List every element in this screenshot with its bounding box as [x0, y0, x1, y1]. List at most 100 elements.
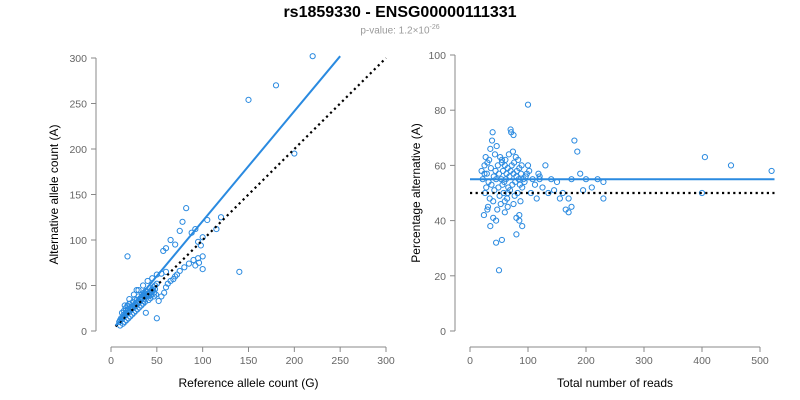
left-data-point	[150, 293, 158, 300]
right-data-point	[533, 195, 540, 202]
figure-title: rs1859330 - ENSG00000111331	[283, 4, 517, 21]
right-data-point	[494, 162, 501, 169]
left-data-point	[192, 225, 199, 233]
right-data-point	[556, 195, 564, 202]
right-data-point	[500, 189, 507, 197]
left-data-point	[133, 286, 140, 294]
left-data-point	[199, 266, 206, 273]
right-data-point	[483, 184, 490, 191]
left-data-point	[162, 245, 170, 252]
right-data-point	[498, 156, 505, 163]
right-data-point	[495, 267, 503, 274]
left-x-axis-title: Reference allele count (G)	[178, 376, 318, 390]
left-data-point	[185, 260, 193, 267]
left-data-point	[167, 236, 174, 244]
figure-subtitle: p-value: 1.2×10-26	[0, 24, 800, 36]
left-data-point	[172, 273, 179, 280]
right-data-point	[504, 203, 511, 210]
left-data-point	[162, 284, 170, 291]
right-data-point	[524, 101, 532, 108]
right-data-point	[510, 200, 517, 208]
right-data-point	[513, 214, 520, 221]
right-data-point	[517, 170, 525, 177]
right-data-point	[509, 148, 517, 155]
right-data-point	[698, 189, 706, 197]
right-y-tick-label: 20	[434, 271, 446, 283]
right-x-tick-label: 300	[635, 355, 653, 367]
left-data-point	[121, 302, 128, 309]
right-data-point	[497, 200, 504, 208]
right-data-point	[483, 170, 490, 177]
right-data-point	[505, 151, 512, 158]
left-reference-line	[114, 57, 387, 328]
right-data-point	[571, 137, 578, 144]
right-x-tick-label: 100	[519, 355, 537, 367]
left-data-point	[118, 309, 126, 316]
left-data-point	[132, 307, 139, 315]
left-data-point	[138, 302, 145, 309]
right-data-point	[488, 137, 496, 144]
right-data-point	[493, 217, 500, 224]
right-data-point	[480, 211, 488, 219]
right-x-tick-label: 0	[467, 355, 473, 367]
left-data-point	[139, 300, 147, 307]
left-data-point	[162, 268, 170, 275]
left-x-tick-label: 300	[377, 355, 395, 367]
right-data-point	[577, 170, 584, 177]
left-data-point	[309, 53, 316, 60]
left-data-point	[142, 309, 149, 316]
right-data-point	[565, 195, 572, 202]
left-data-point	[130, 291, 138, 298]
right-y-tick-label: 40	[434, 216, 446, 228]
left-x-tick-label: 200	[286, 355, 304, 367]
left-data-point	[141, 298, 149, 305]
left-data-point	[236, 268, 243, 275]
right-data-point	[488, 181, 495, 188]
right-data-point	[489, 129, 496, 136]
right-data-point	[517, 198, 524, 205]
right-data-point	[510, 131, 517, 139]
left-data-point	[181, 264, 188, 271]
left-data-point	[217, 214, 225, 221]
left-data-point	[199, 234, 206, 241]
left-data-point	[291, 150, 298, 157]
left-y-tick-label: 200	[69, 144, 87, 156]
right-data-point	[513, 231, 520, 238]
left-data-point	[124, 302, 131, 309]
left-data-point	[136, 304, 143, 311]
right-data-point	[568, 203, 575, 210]
left-data-point	[183, 205, 190, 212]
left-data-point	[128, 311, 136, 318]
right-data-point	[490, 198, 497, 205]
right-data-point	[502, 156, 509, 163]
left-data-point	[135, 286, 142, 294]
left-y-tick-label: 100	[69, 235, 87, 247]
p-value-exponent: -26	[429, 24, 440, 31]
right-data-point	[565, 209, 572, 216]
left-data-point	[125, 315, 132, 322]
left-data-point	[144, 277, 151, 285]
left-y-tick-label: 250	[69, 99, 87, 111]
right-y-tick-label: 60	[434, 160, 446, 172]
left-y-tick-label: 300	[69, 53, 87, 65]
right-data-point	[531, 181, 539, 188]
right-data-point	[486, 156, 493, 163]
left-data-point	[151, 282, 159, 289]
left-x-tick-label: 250	[331, 355, 349, 367]
right-data-point	[481, 170, 488, 177]
right-y-tick-label: 100	[428, 50, 446, 62]
left-data-point	[147, 295, 154, 302]
left-data-point	[161, 289, 168, 296]
left-data-point	[192, 262, 199, 269]
left-y-tick-label: 150	[69, 190, 87, 202]
right-data-point	[501, 209, 508, 216]
right-y-tick-label: 80	[434, 105, 446, 117]
right-data-point	[727, 162, 735, 169]
right-data-point	[519, 223, 526, 230]
right-data-point	[518, 162, 525, 169]
left-y-axis-title: Alternative allele count (A)	[47, 124, 61, 264]
right-data-point	[487, 165, 494, 172]
left-data-point	[153, 315, 160, 322]
